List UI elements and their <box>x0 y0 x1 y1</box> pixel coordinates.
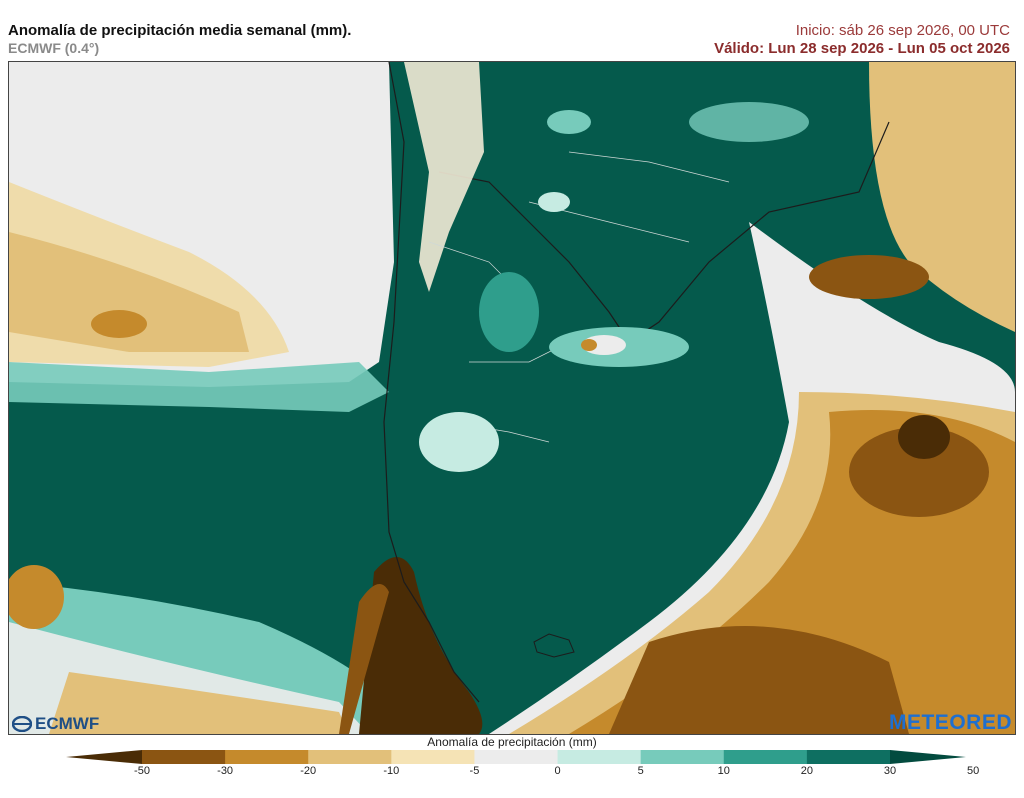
colorbar-segment <box>723 750 808 764</box>
colorbar-tick-label: -20 <box>300 765 317 777</box>
wet-light-patch <box>419 412 499 472</box>
colorbar-segment <box>640 750 725 764</box>
colorbar-segment <box>225 750 309 764</box>
colorbar-extend-high <box>890 750 966 764</box>
southwest-dry-band <box>49 672 349 734</box>
ecmwf-globe-icon <box>12 716 32 732</box>
wet-light-patch <box>479 272 539 352</box>
valid-period: Válido: Lun 28 sep 2026 - Lun 05 oct 202… <box>714 40 1010 57</box>
colorbar-tick-label: 10 <box>717 765 730 777</box>
southwest-dry-spot <box>9 565 64 629</box>
colorbar-tick-label: -50 <box>134 765 150 777</box>
colorbar-segment <box>806 750 891 764</box>
precipitation-anomaly-map <box>8 61 1016 735</box>
map-canvas <box>9 62 1015 734</box>
colorbar-tick-label: 30 <box>883 765 897 777</box>
pacific-dry-spot <box>91 310 147 338</box>
wet-light-patch <box>689 102 809 142</box>
colorbar-tick-label: -30 <box>217 765 234 777</box>
pacific-dry-core <box>9 232 249 352</box>
colorbar-segment <box>474 750 559 764</box>
atlantic-strong-dry-core <box>849 427 989 517</box>
dry-spot <box>581 339 597 351</box>
colorbar-title: Anomalía de precipitación (mm) <box>427 735 597 749</box>
colorbar-segment <box>142 750 226 764</box>
colorbar-tick-label: 0 <box>554 765 561 777</box>
colorbar-tick-label: 50 <box>966 765 980 777</box>
colorbar-tick-label: -10 <box>383 765 400 777</box>
wet-light-patch <box>538 192 570 212</box>
patagonia-dry-region <box>359 557 483 734</box>
ecmwf-logo: ECMWF <box>12 714 99 734</box>
andes-dry-highlands <box>404 62 484 292</box>
country-borders <box>428 151 730 443</box>
colorbar-segment <box>308 750 392 764</box>
colorbar-segment <box>557 750 642 764</box>
northeast-dry-region <box>869 62 1015 332</box>
wet-light-patch <box>547 110 591 134</box>
patagonia-dry-fringe <box>339 584 389 734</box>
ecmwf-logo-text: ECMWF <box>35 714 100 733</box>
colorbar-tick-label: 5 <box>637 765 644 777</box>
atlantic-dry-center <box>898 415 950 459</box>
south-atlantic-dry-core <box>609 626 909 734</box>
colorbar-extend-low <box>66 750 142 764</box>
northeast-dry-core <box>809 255 929 299</box>
pacific-teal-transition <box>9 362 389 412</box>
model-subtitle: ECMWF (0.4°) <box>8 40 100 56</box>
colorbar-tick-label: -5 <box>469 765 480 777</box>
map-title: Anomalía de precipitación media semanal … <box>8 22 352 39</box>
falkland-islands <box>533 633 575 658</box>
colorbar-tick-label: 20 <box>800 765 813 777</box>
meteored-logo: METEORED <box>888 711 1012 734</box>
init-time: Inicio: sáb 26 sep 2026, 00 UTC <box>795 22 1010 39</box>
colorbar-segment <box>391 750 475 764</box>
colorbar <box>66 750 966 764</box>
